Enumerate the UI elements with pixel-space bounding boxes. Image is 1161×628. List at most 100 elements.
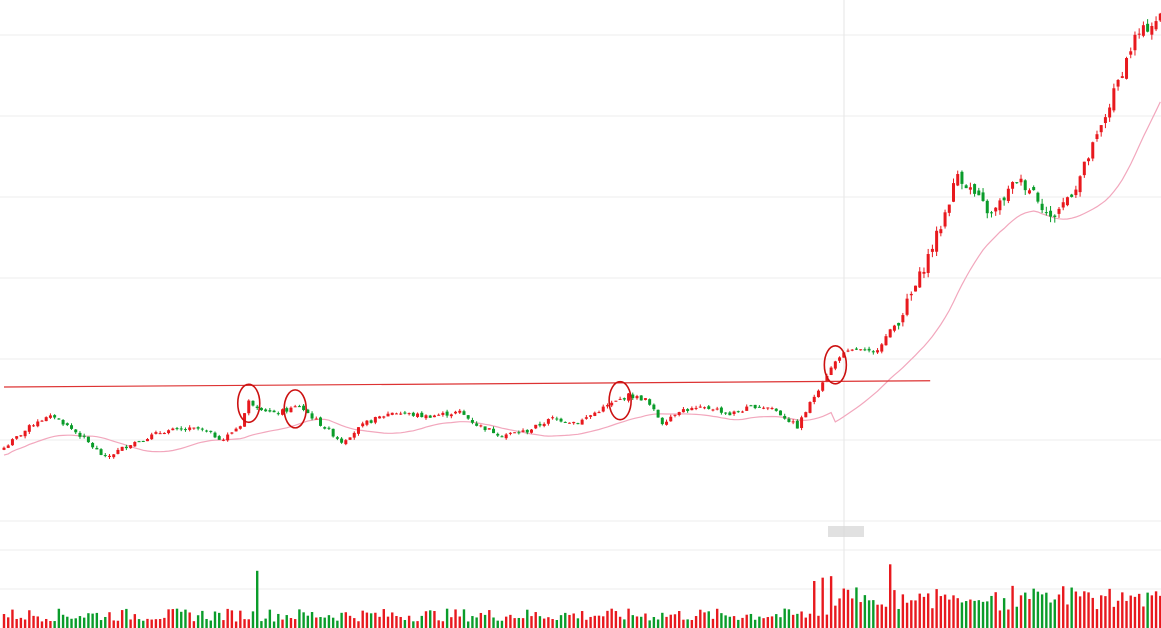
- candle-body: [854, 348, 858, 350]
- volume-bar: [1074, 591, 1078, 628]
- candle-body: [859, 349, 863, 351]
- crosshair-label: [828, 526, 864, 537]
- volume-bar: [808, 613, 812, 628]
- candle-body: [639, 395, 643, 401]
- candle-body: [458, 410, 462, 413]
- candle-body: [103, 455, 107, 457]
- candle-body: [95, 447, 99, 450]
- candle-body: [420, 412, 424, 418]
- volume-bar: [931, 608, 934, 628]
- volume-bar: [66, 616, 69, 628]
- candle-body: [677, 412, 681, 416]
- candle-body: [86, 436, 90, 443]
- volume-bar: [939, 596, 943, 628]
- volume-bar: [948, 599, 951, 628]
- candle-body: [749, 405, 753, 407]
- volume-bar: [45, 618, 48, 628]
- candle-body: [437, 414, 441, 416]
- volume-bar: [386, 616, 390, 628]
- volume-bar: [222, 620, 225, 628]
- candle-body: [61, 419, 65, 425]
- volume-bar: [78, 616, 82, 628]
- volume-bar: [1137, 593, 1141, 628]
- volume-bar: [631, 615, 634, 628]
- volume-bar: [720, 613, 723, 628]
- candle-body: [238, 426, 242, 429]
- candle-body: [475, 423, 479, 426]
- volume-bar: [260, 621, 263, 628]
- volume-bar: [889, 564, 892, 628]
- volume-bar: [353, 618, 356, 628]
- candle-body: [816, 390, 820, 398]
- volume-bar: [407, 615, 411, 628]
- volume-bar: [703, 612, 706, 628]
- volume-bar: [462, 609, 466, 628]
- candle-body: [791, 421, 795, 423]
- candle-body: [247, 400, 251, 414]
- volume-bar: [467, 621, 470, 628]
- volume-bar: [302, 612, 305, 628]
- volume-bar: [369, 613, 373, 628]
- candle-body: [348, 437, 352, 440]
- volume-bar: [998, 610, 1002, 628]
- candle-body: [669, 416, 673, 422]
- candle-body: [302, 405, 306, 411]
- candle-body: [892, 325, 896, 331]
- volume-bar: [517, 617, 521, 628]
- candle-body: [876, 350, 880, 353]
- volume-bar: [585, 619, 588, 628]
- volume-bar: [1049, 602, 1052, 628]
- volume-bar: [1104, 596, 1107, 628]
- candle-body: [310, 413, 314, 419]
- volume-bar: [272, 621, 276, 628]
- volume-bar: [116, 620, 120, 628]
- candle-body: [601, 406, 605, 412]
- volume-bar: [281, 619, 284, 628]
- volume-bar: [40, 621, 44, 628]
- candle-body: [1023, 180, 1027, 191]
- candle-body: [631, 394, 635, 399]
- candle-body: [998, 200, 1002, 211]
- candle-body: [787, 418, 791, 422]
- volume-bar: [213, 611, 217, 628]
- volume-bar: [838, 598, 841, 628]
- volume-bar: [243, 619, 246, 628]
- volume-bar: [180, 611, 183, 628]
- volume-bar: [956, 598, 959, 628]
- volume-bar: [787, 609, 791, 628]
- candle-body: [289, 407, 293, 413]
- candlesticks: [2, 12, 1161, 459]
- candle-body: [555, 418, 559, 420]
- volume-bar: [99, 620, 103, 628]
- candle-body: [1116, 80, 1120, 87]
- volume-bar: [277, 613, 280, 628]
- volume-bar: [559, 615, 563, 628]
- candle-body: [466, 415, 470, 419]
- candle-body: [411, 412, 415, 416]
- volume-bar: [441, 621, 445, 628]
- candle-body: [141, 440, 145, 442]
- volume-bar: [867, 600, 871, 628]
- candle-body: [19, 435, 23, 437]
- candle-body: [378, 416, 382, 419]
- candle-body: [673, 414, 677, 416]
- candle-body: [905, 298, 909, 315]
- volume-bar: [192, 621, 196, 628]
- candle-body: [1103, 117, 1107, 124]
- volume-bar: [11, 609, 14, 628]
- candle-body: [1061, 202, 1065, 208]
- candle-body: [914, 285, 918, 292]
- volume-bar: [678, 611, 681, 628]
- candle-body: [183, 429, 187, 431]
- candle-body: [753, 404, 757, 409]
- candle-body: [272, 410, 276, 413]
- volume-bar: [960, 602, 964, 628]
- candle-body: [23, 430, 27, 437]
- volume-bar: [500, 620, 504, 628]
- volume-bar: [728, 616, 732, 628]
- volume-bar: [910, 600, 913, 628]
- volume-bar: [91, 613, 94, 628]
- volume-bar: [420, 615, 423, 628]
- moving-average: [3, 101, 1161, 456]
